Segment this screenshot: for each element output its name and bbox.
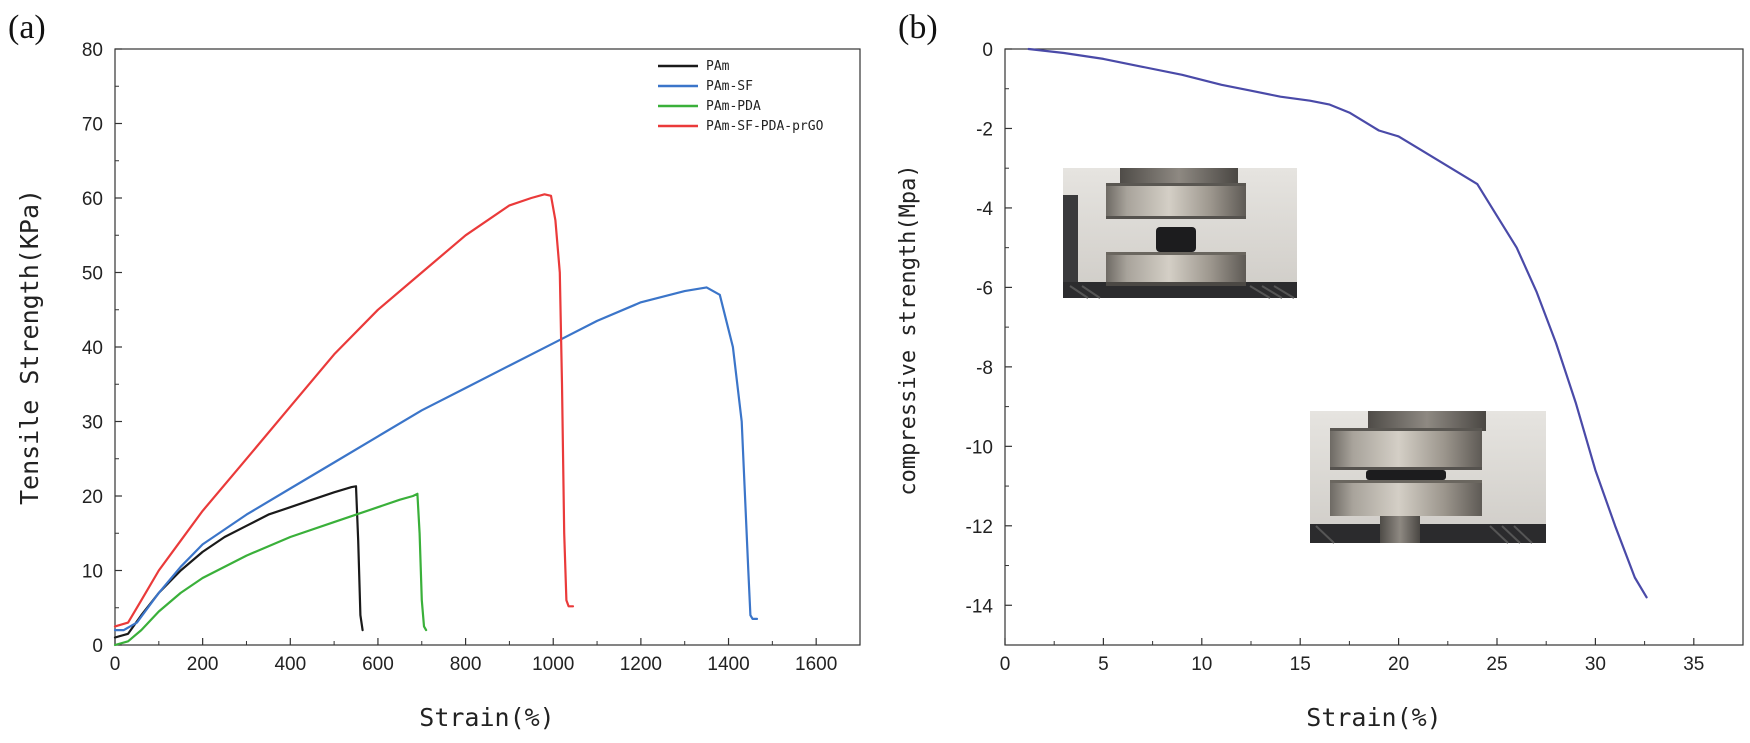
y-tick-label: -12 <box>966 517 993 538</box>
sample-before-compression-photo <box>1063 168 1297 299</box>
y-axis-title-b: compressive strength(Mpa) <box>896 164 921 495</box>
y-tick-label: 20 <box>82 487 103 508</box>
y-tick-label: -8 <box>976 358 993 379</box>
series-lines-a <box>113 193 759 647</box>
x-tick-label: 1600 <box>795 654 837 675</box>
x-axis-title-b: Strain(%) <box>1306 703 1441 732</box>
x-tick-label: 200 <box>187 654 219 675</box>
panel-a: (a) 0 200 400 600 800 1000 1200 1400 1600 0 10 20 30… <box>8 9 861 732</box>
x-tick-label: 1000 <box>532 654 574 675</box>
x-axis-title-a: Strain(%) <box>419 703 554 732</box>
x-tick-label: 400 <box>274 654 306 675</box>
x-tick-label: 1400 <box>707 654 749 675</box>
panel-label-b: (b) <box>898 9 938 46</box>
y-tick-label: 60 <box>82 189 103 210</box>
sample-under-compression-photo <box>1310 411 1546 544</box>
legend-label-pam-sf-pda-prgo: PAm-SF-PDA-prGO <box>706 119 824 134</box>
series-line-pam-sf-pda-prgo <box>113 193 575 628</box>
y-tick-label: 70 <box>82 115 103 136</box>
series-lines-b <box>1027 47 1648 599</box>
y-tick-label: -4 <box>976 199 993 220</box>
y-tick-label: 40 <box>82 338 103 359</box>
y-tick-label: 80 <box>82 40 103 61</box>
series-line-pam-sf <box>113 286 759 632</box>
y-tick-label: -6 <box>976 278 993 299</box>
legend-a: PAm PAm-SF PAm-PDA PAm-SF-PDA-prGO <box>658 59 824 134</box>
y-tick-label: 0 <box>92 636 103 657</box>
y-tick-label: 30 <box>82 413 103 434</box>
x-tick-label: 35 <box>1683 654 1704 675</box>
y-tick-label: 10 <box>82 562 103 583</box>
x-tick-label: 30 <box>1585 654 1606 675</box>
plot-frame-b <box>1004 48 1744 646</box>
axis-ticks-b: 0 5 10 15 20 25 30 35 0 -2 -4 -6 -8 -10 -12 -14 <box>966 40 1705 675</box>
x-tick-label: 15 <box>1290 654 1311 675</box>
legend-label-pam-pda: PAm-PDA <box>706 99 761 114</box>
y-axis-title-a: Tensile Strength(KPa) <box>15 189 44 505</box>
y-tick-label: -2 <box>976 119 993 140</box>
y-tick-label: -10 <box>966 437 993 458</box>
x-tick-label: 5 <box>1098 654 1109 675</box>
x-tick-label: 25 <box>1486 654 1507 675</box>
series-line-pam-pda <box>113 492 428 647</box>
x-tick-label: 0 <box>110 654 121 675</box>
legend-label-pam: PAm <box>706 59 730 74</box>
y-tick-label: 0 <box>982 40 993 61</box>
x-tick-label: 800 <box>450 654 482 675</box>
x-tick-label: 0 <box>1000 654 1011 675</box>
panel-b: (b) 0 5 10 15 20 25 30 35 0 -2 -4 -6 -8 -10 -12 -14 <box>896 9 1744 732</box>
legend-label-pam-sf: PAm-SF <box>706 79 753 94</box>
axis-ticks-a: 0 200 400 600 800 1000 1200 1400 1600 0 10 20 30 40 50… <box>82 40 837 675</box>
series-line-compressive <box>1027 47 1648 599</box>
x-tick-label: 10 <box>1191 654 1212 675</box>
x-tick-label: 1200 <box>620 654 662 675</box>
x-tick-label: 20 <box>1388 654 1409 675</box>
series-line-pam <box>113 485 364 639</box>
panel-label-a: (a) <box>8 9 46 46</box>
x-tick-label: 600 <box>362 654 394 675</box>
y-tick-label: -14 <box>966 596 994 617</box>
y-tick-label: 50 <box>82 264 103 285</box>
